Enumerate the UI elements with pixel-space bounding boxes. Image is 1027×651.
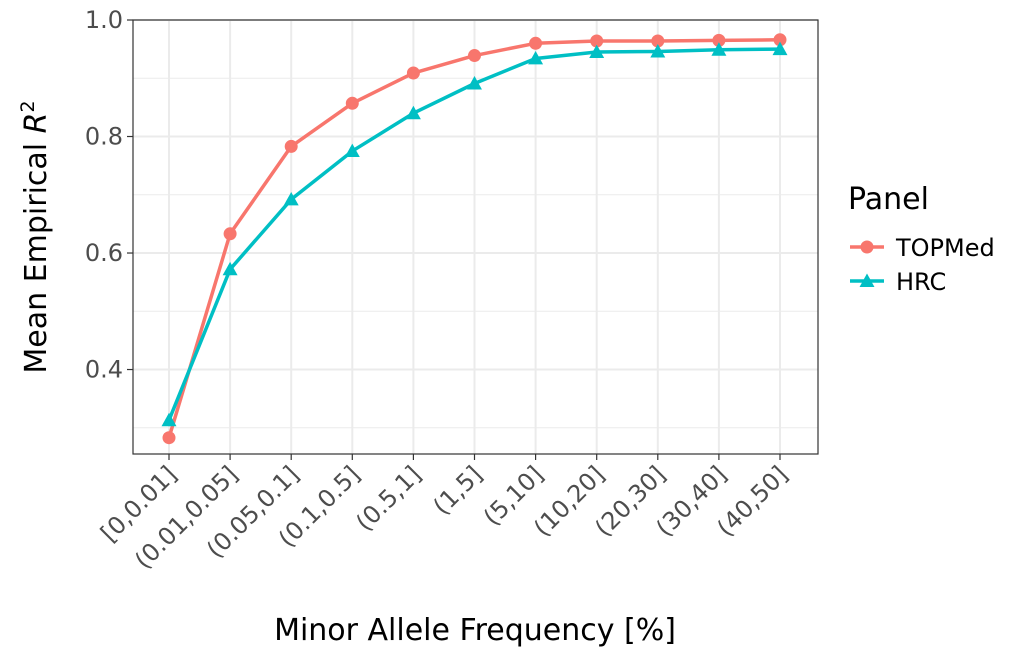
data-point-topmed	[651, 34, 665, 48]
data-point-hrc	[528, 50, 544, 65]
y-tick-label: 0.4	[85, 356, 123, 384]
x-tick-label: (0.5,1]	[350, 460, 426, 536]
series	[161, 33, 788, 445]
y-axis-title: Mean Empirical R2	[17, 100, 54, 373]
data-point-hrc	[650, 43, 666, 58]
y-axis-title-superscript: 2	[17, 100, 39, 112]
legend-entry-hrc: HRC	[850, 268, 946, 296]
data-point-topmed	[284, 139, 298, 153]
data-point-hrc	[467, 76, 482, 90]
legend-key-marker	[859, 273, 875, 287]
data-point-topmed	[529, 36, 543, 50]
data-point-topmed	[590, 34, 604, 48]
data-point-hrc	[405, 105, 421, 120]
data-point-hrc	[589, 44, 605, 59]
data-point-topmed	[345, 96, 359, 110]
legend-label: HRC	[896, 268, 946, 296]
y-axis-title-main: Mean Empirical	[19, 133, 54, 373]
series-hrc	[161, 41, 788, 427]
series-topmed	[162, 33, 787, 445]
data-point-hrc	[772, 41, 788, 56]
y-tick-label: 1.0	[85, 6, 123, 34]
data-point-hrc	[283, 191, 299, 206]
y-tick-label: 0.6	[85, 239, 123, 267]
y-axis-title-variable: R	[19, 112, 54, 133]
data-point-hrc	[222, 261, 238, 276]
data-point-topmed	[712, 33, 726, 47]
data-point-topmed	[773, 33, 787, 47]
grid	[133, 19, 818, 454]
legend: Panel TOPMed HRC	[848, 182, 995, 296]
x-axis-title: Minor Allele Frequency [%]	[274, 613, 676, 648]
data-point-hrc	[344, 143, 360, 158]
axes: 0.40.60.81.0[0,0.01](0.01,0.05](0.05,0.1…	[85, 6, 793, 574]
legend-title: Panel	[848, 182, 929, 217]
plot-panel-border	[132, 19, 819, 455]
data-point-topmed	[223, 227, 237, 241]
data-point-topmed	[162, 431, 176, 445]
legend-label: TOPMed	[895, 234, 995, 262]
data-point-topmed	[406, 66, 420, 80]
data-point-topmed	[468, 49, 481, 63]
data-point-hrc	[161, 412, 177, 427]
legend-key-marker	[860, 240, 874, 254]
legend-entry-topmed: TOPMed	[850, 234, 995, 262]
y-tick-label: 0.8	[85, 123, 123, 151]
data-point-hrc	[711, 42, 727, 56]
